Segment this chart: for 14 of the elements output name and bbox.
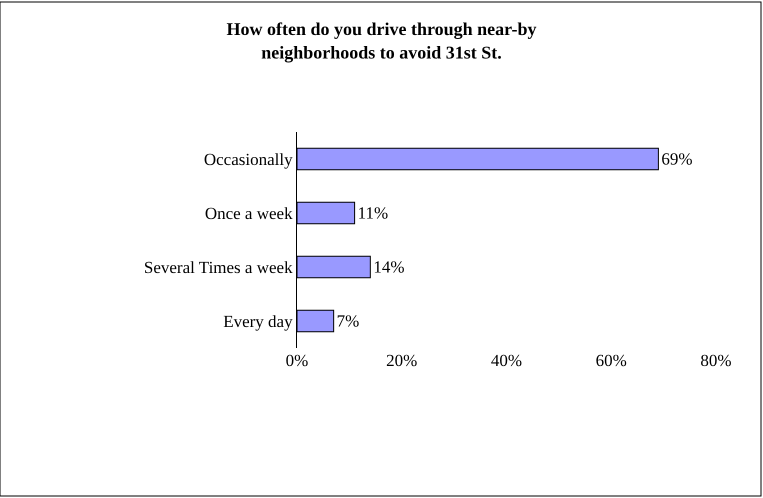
x-tick-label: 80%	[700, 351, 732, 370]
y-tick-label: Several Times a week	[144, 258, 294, 277]
x-tick-label: 60%	[596, 351, 627, 370]
data-label: 7%	[336, 312, 360, 330]
y-tick-label: Once a week	[204, 204, 294, 223]
data-label: 14%	[373, 258, 404, 276]
chart-title: How often do you drive through near-by neighborhoods to avoid 31st St.	[226, 18, 537, 62]
data-label: 11%	[358, 204, 388, 222]
x-tick-label: 20%	[386, 351, 418, 370]
y-tick-label: Occasionally	[204, 150, 294, 169]
data-label: 69%	[661, 150, 693, 168]
y-tick-label: Every day	[223, 312, 294, 331]
x-tick-label: 40%	[490, 351, 522, 370]
x-tick-label: 0%	[286, 351, 308, 370]
